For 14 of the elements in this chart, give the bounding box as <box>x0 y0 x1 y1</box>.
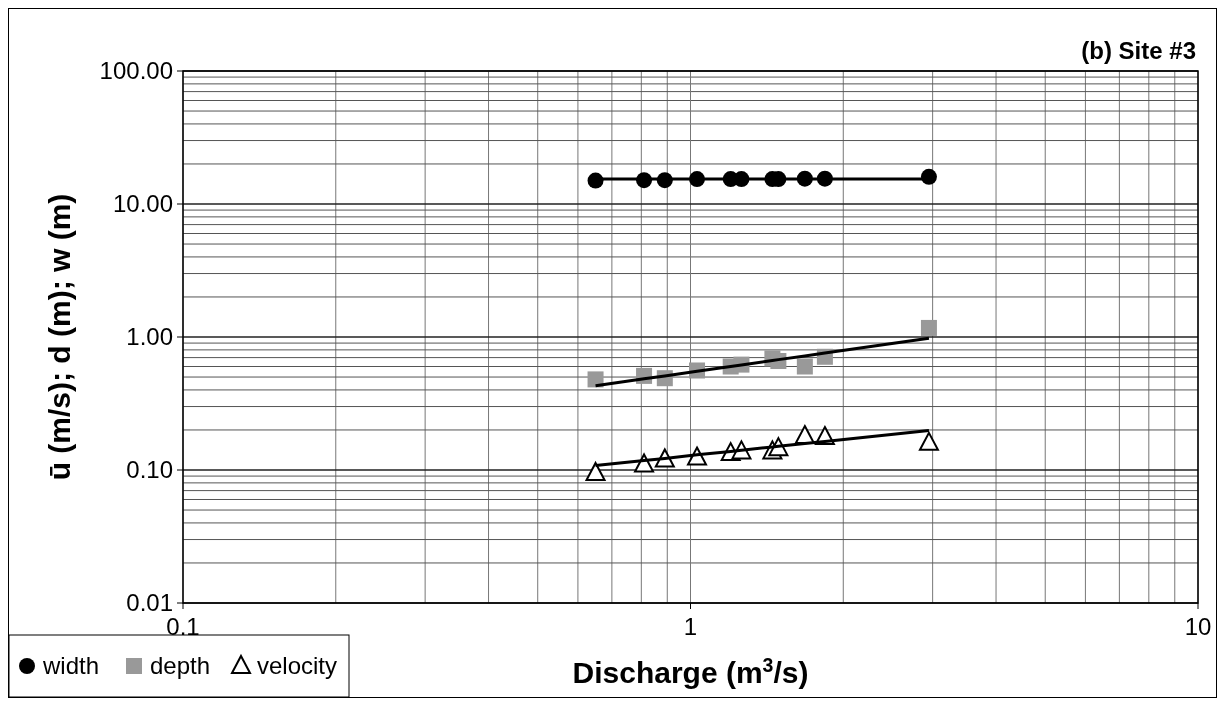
legend-label: width <box>42 652 100 679</box>
y-tick-label: 100.00 <box>99 57 173 84</box>
y-tick-label: 1.00 <box>126 323 173 350</box>
x-tick-label: 10 <box>1184 613 1212 640</box>
legend-label: velocity <box>257 652 338 679</box>
chart-title: (b) Site #3 <box>1081 37 1196 64</box>
y-tick-label: 10.00 <box>112 190 173 217</box>
y-tick-label: 0.10 <box>126 456 173 483</box>
x-tick-label: 1 <box>683 613 698 640</box>
y-axis-title: ū (m/s); d (m); w (m) <box>43 193 76 481</box>
y-tick-label: 0.01 <box>126 589 173 616</box>
legend-label: depth <box>150 652 211 679</box>
x-tick-label: 0.1 <box>166 613 200 640</box>
x-axis-title: Discharge (m$^{3}$/s) <box>572 654 809 689</box>
